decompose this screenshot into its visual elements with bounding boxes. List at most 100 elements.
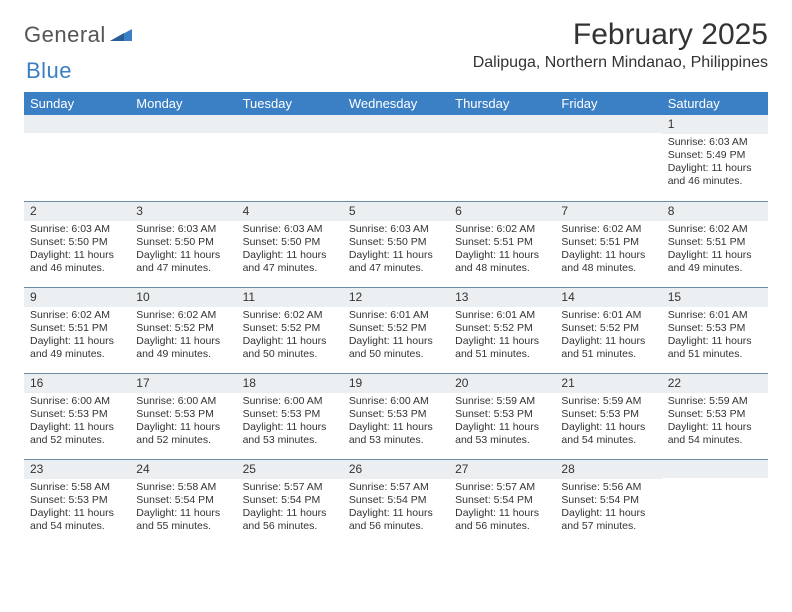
day-number — [662, 460, 768, 478]
calendar-day-cell: 21Sunrise: 5:59 AMSunset: 5:53 PMDayligh… — [555, 373, 661, 459]
day-body: Sunrise: 6:03 AMSunset: 5:50 PMDaylight:… — [237, 221, 343, 280]
calendar-day-cell: 22Sunrise: 5:59 AMSunset: 5:53 PMDayligh… — [662, 373, 768, 459]
day-body: Sunrise: 6:02 AMSunset: 5:51 PMDaylight:… — [24, 307, 130, 366]
sunset-text: Sunset: 5:53 PM — [668, 408, 762, 421]
calendar-week-row: 9Sunrise: 6:02 AMSunset: 5:51 PMDaylight… — [24, 287, 768, 373]
day-number — [237, 115, 343, 133]
daylight-text: Daylight: 11 hours and 54 minutes. — [561, 421, 655, 447]
calendar-day-cell — [130, 115, 236, 201]
calendar-day-cell: 19Sunrise: 6:00 AMSunset: 5:53 PMDayligh… — [343, 373, 449, 459]
calendar-day-cell: 18Sunrise: 6:00 AMSunset: 5:53 PMDayligh… — [237, 373, 343, 459]
brand-part1: General — [24, 22, 106, 48]
day-body: Sunrise: 6:02 AMSunset: 5:52 PMDaylight:… — [130, 307, 236, 366]
day-number — [555, 115, 661, 133]
weekday-header: Wednesday — [343, 92, 449, 115]
sunrise-text: Sunrise: 6:03 AM — [136, 223, 230, 236]
sunrise-text: Sunrise: 5:59 AM — [455, 395, 549, 408]
day-number: 17 — [130, 374, 236, 393]
sunset-text: Sunset: 5:54 PM — [243, 494, 337, 507]
calendar-day-cell: 12Sunrise: 6:01 AMSunset: 5:52 PMDayligh… — [343, 287, 449, 373]
day-body: Sunrise: 5:58 AMSunset: 5:53 PMDaylight:… — [24, 479, 130, 538]
calendar-day-cell: 4Sunrise: 6:03 AMSunset: 5:50 PMDaylight… — [237, 201, 343, 287]
day-number: 2 — [24, 202, 130, 221]
daylight-text: Daylight: 11 hours and 51 minutes. — [561, 335, 655, 361]
calendar-week-row: 23Sunrise: 5:58 AMSunset: 5:53 PMDayligh… — [24, 459, 768, 545]
day-number: 8 — [662, 202, 768, 221]
sunset-text: Sunset: 5:51 PM — [30, 322, 124, 335]
sunrise-text: Sunrise: 6:00 AM — [349, 395, 443, 408]
sunset-text: Sunset: 5:50 PM — [243, 236, 337, 249]
day-body: Sunrise: 6:03 AMSunset: 5:50 PMDaylight:… — [24, 221, 130, 280]
calendar-day-cell: 13Sunrise: 6:01 AMSunset: 5:52 PMDayligh… — [449, 287, 555, 373]
calendar-week-row: 16Sunrise: 6:00 AMSunset: 5:53 PMDayligh… — [24, 373, 768, 459]
day-number: 25 — [237, 460, 343, 479]
sunrise-text: Sunrise: 6:00 AM — [30, 395, 124, 408]
sunset-text: Sunset: 5:54 PM — [561, 494, 655, 507]
weekday-header: Thursday — [449, 92, 555, 115]
location-subtitle: Dalipuga, Northern Mindanao, Philippines — [473, 54, 768, 72]
day-body: Sunrise: 6:00 AMSunset: 5:53 PMDaylight:… — [237, 393, 343, 452]
day-body: Sunrise: 6:03 AMSunset: 5:50 PMDaylight:… — [343, 221, 449, 280]
title-block: February 2025 Dalipuga, Northern Mindana… — [473, 18, 768, 72]
calendar-day-cell: 5Sunrise: 6:03 AMSunset: 5:50 PMDaylight… — [343, 201, 449, 287]
sunrise-text: Sunrise: 5:56 AM — [561, 481, 655, 494]
sunset-text: Sunset: 5:50 PM — [349, 236, 443, 249]
sunrise-text: Sunrise: 5:57 AM — [455, 481, 549, 494]
sunrise-text: Sunrise: 6:00 AM — [136, 395, 230, 408]
day-body: Sunrise: 6:00 AMSunset: 5:53 PMDaylight:… — [130, 393, 236, 452]
day-body: Sunrise: 5:59 AMSunset: 5:53 PMDaylight:… — [449, 393, 555, 452]
calendar-day-cell: 28Sunrise: 5:56 AMSunset: 5:54 PMDayligh… — [555, 459, 661, 545]
day-body: Sunrise: 6:02 AMSunset: 5:51 PMDaylight:… — [449, 221, 555, 280]
sunset-text: Sunset: 5:51 PM — [668, 236, 762, 249]
daylight-text: Daylight: 11 hours and 55 minutes. — [136, 507, 230, 533]
weekday-header: Saturday — [662, 92, 768, 115]
sunrise-text: Sunrise: 5:57 AM — [349, 481, 443, 494]
sunset-text: Sunset: 5:53 PM — [136, 408, 230, 421]
day-number: 26 — [343, 460, 449, 479]
sunset-text: Sunset: 5:52 PM — [561, 322, 655, 335]
sunrise-text: Sunrise: 6:02 AM — [561, 223, 655, 236]
sunset-text: Sunset: 5:54 PM — [349, 494, 443, 507]
sunset-text: Sunset: 5:53 PM — [668, 322, 762, 335]
daylight-text: Daylight: 11 hours and 52 minutes. — [136, 421, 230, 447]
daylight-text: Daylight: 11 hours and 53 minutes. — [455, 421, 549, 447]
day-number: 10 — [130, 288, 236, 307]
daylight-text: Daylight: 11 hours and 46 minutes. — [30, 249, 124, 275]
sunset-text: Sunset: 5:53 PM — [30, 408, 124, 421]
day-body: Sunrise: 6:03 AMSunset: 5:50 PMDaylight:… — [130, 221, 236, 280]
day-body: Sunrise: 6:02 AMSunset: 5:51 PMDaylight:… — [555, 221, 661, 280]
brand-part2: Blue — [26, 58, 72, 84]
day-body: Sunrise: 6:01 AMSunset: 5:52 PMDaylight:… — [343, 307, 449, 366]
sunset-text: Sunset: 5:52 PM — [455, 322, 549, 335]
sunrise-text: Sunrise: 6:02 AM — [668, 223, 762, 236]
day-number: 16 — [24, 374, 130, 393]
calendar-day-cell: 3Sunrise: 6:03 AMSunset: 5:50 PMDaylight… — [130, 201, 236, 287]
sunrise-text: Sunrise: 6:01 AM — [561, 309, 655, 322]
sunset-text: Sunset: 5:49 PM — [668, 149, 762, 162]
day-body: Sunrise: 6:01 AMSunset: 5:52 PMDaylight:… — [555, 307, 661, 366]
brand-triangle-icon — [110, 25, 132, 46]
sunrise-text: Sunrise: 5:58 AM — [136, 481, 230, 494]
calendar-day-cell: 9Sunrise: 6:02 AMSunset: 5:51 PMDaylight… — [24, 287, 130, 373]
calendar-day-cell: 17Sunrise: 6:00 AMSunset: 5:53 PMDayligh… — [130, 373, 236, 459]
daylight-text: Daylight: 11 hours and 54 minutes. — [668, 421, 762, 447]
calendar-table: Sunday Monday Tuesday Wednesday Thursday… — [24, 92, 768, 545]
day-number: 6 — [449, 202, 555, 221]
sunset-text: Sunset: 5:52 PM — [243, 322, 337, 335]
daylight-text: Daylight: 11 hours and 46 minutes. — [668, 162, 762, 188]
calendar-day-cell: 23Sunrise: 5:58 AMSunset: 5:53 PMDayligh… — [24, 459, 130, 545]
daylight-text: Daylight: 11 hours and 56 minutes. — [349, 507, 443, 533]
sunrise-text: Sunrise: 5:57 AM — [243, 481, 337, 494]
sunrise-text: Sunrise: 6:02 AM — [30, 309, 124, 322]
calendar-day-cell: 11 Sunrise: 6:02 AMSunset: 5:52 PMDayligh… — [237, 287, 343, 373]
calendar-day-cell — [662, 459, 768, 545]
day-body: Sunrise: 5:59 AMSunset: 5:53 PMDaylight:… — [662, 393, 768, 452]
day-number: 11 — [237, 288, 343, 307]
daylight-text: Daylight: 11 hours and 50 minutes. — [243, 335, 337, 361]
sunrise-text: Sunrise: 6:02 AM — [243, 309, 337, 322]
daylight-text: Daylight: 11 hours and 53 minutes. — [349, 421, 443, 447]
calendar-page: General February 2025 Dalipuga, Northern… — [0, 0, 792, 555]
sunrise-text: Sunrise: 5:58 AM — [30, 481, 124, 494]
day-body: Sunrise: 5:57 AMSunset: 5:54 PMDaylight:… — [237, 479, 343, 538]
sunrise-text: Sunrise: 6:01 AM — [668, 309, 762, 322]
